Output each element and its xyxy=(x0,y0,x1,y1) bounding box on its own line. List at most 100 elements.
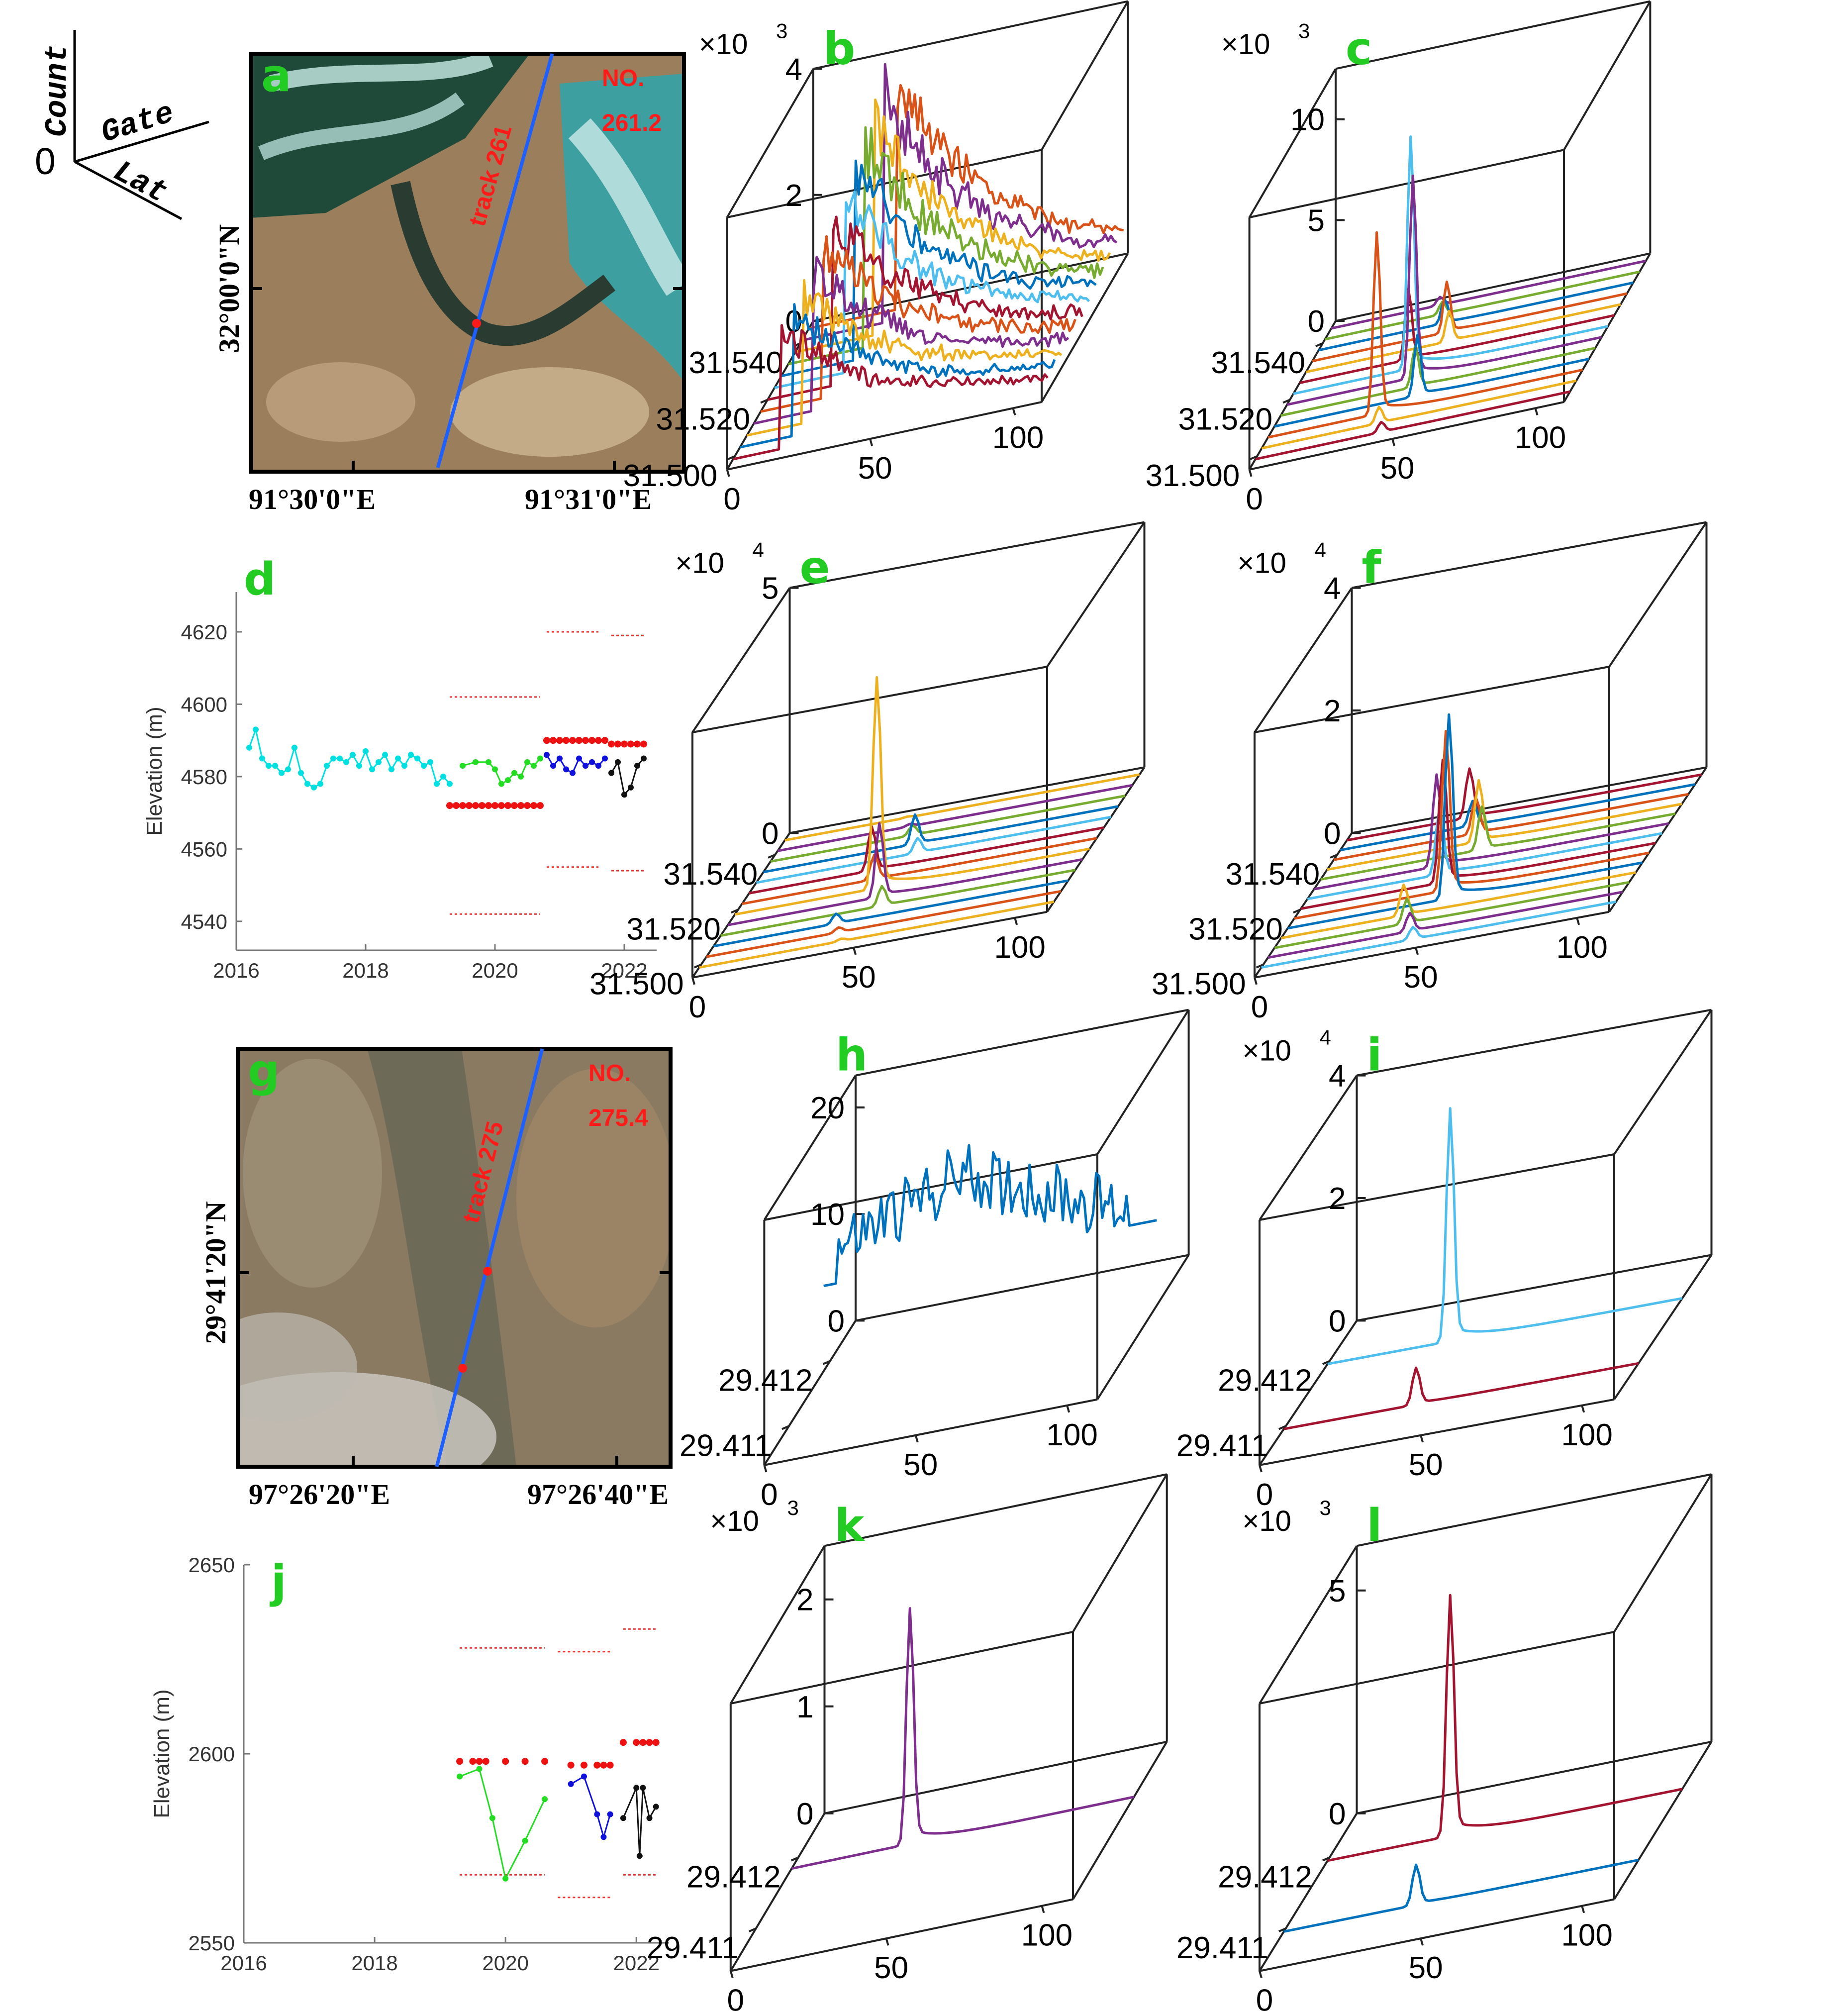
waveform-series xyxy=(1340,783,1695,852)
waveform-series xyxy=(1327,1107,1683,1365)
elevation-point xyxy=(556,737,563,744)
waveform-series xyxy=(1305,303,1621,374)
lat-tick-label: 29.412 xyxy=(718,1364,813,1398)
gate-tick-label: 100 xyxy=(1046,1418,1097,1452)
elevation-point xyxy=(652,1739,660,1746)
frame-top-right xyxy=(1608,521,1708,668)
gate-tick xyxy=(1014,917,1018,925)
axis-multiplier: ×10 xyxy=(676,547,724,580)
ridge xyxy=(516,1069,671,1327)
elevation-point xyxy=(563,737,570,744)
lat-label: 29°41'20"N xyxy=(199,1201,232,1344)
waveform-series xyxy=(706,890,1062,958)
elevation-point xyxy=(576,755,582,762)
elevation-point xyxy=(633,1739,640,1746)
waveform-series xyxy=(760,235,1076,413)
waveform-series xyxy=(763,805,1119,874)
elevation-point xyxy=(518,773,524,780)
lat-tick xyxy=(731,908,739,914)
z-tick-label: 20 xyxy=(810,1091,845,1125)
map-frame xyxy=(236,1047,673,1469)
frame-top-left xyxy=(763,1075,857,1221)
gate-tick-label: 0 xyxy=(761,1478,778,1512)
gate-tick-label: 50 xyxy=(903,1448,938,1482)
lat-axis xyxy=(74,160,183,220)
lat-tick-label: 29.411 xyxy=(680,1428,772,1463)
axis-multiplier: ×10 xyxy=(1221,28,1270,60)
elevation-series-line xyxy=(622,1787,657,1856)
waveform-series xyxy=(777,784,1133,852)
elevation-point xyxy=(324,763,330,769)
elevation-point xyxy=(522,1837,528,1844)
waveform-series xyxy=(1261,379,1577,450)
elevation-point xyxy=(634,740,641,748)
frame-top-right xyxy=(1613,1474,1713,1633)
frame-top-front xyxy=(692,666,1048,733)
gate-tick-label: 100 xyxy=(1021,1918,1072,1953)
z-tick-label: 1 xyxy=(796,1690,813,1724)
gate-tick-label: 100 xyxy=(992,420,1044,455)
elevation-point xyxy=(542,1796,548,1803)
y-axis-label: Elevation (m) xyxy=(150,1689,174,1818)
waveform-series xyxy=(1280,345,1596,417)
frame-top-right xyxy=(1072,1474,1168,1633)
elevation-point xyxy=(531,763,537,769)
panel-letter: k xyxy=(835,1500,866,1552)
elevation-point xyxy=(636,1853,643,1859)
elevation-point xyxy=(414,755,420,762)
frame-floor-right xyxy=(1072,1741,1168,1900)
lat-tick xyxy=(760,399,768,404)
frame-top-left xyxy=(730,1545,826,1705)
waveform-series xyxy=(781,159,1097,378)
track-number-value: 261.2 xyxy=(602,110,662,136)
waveform-series xyxy=(1293,135,1608,395)
elevation-point xyxy=(472,802,479,809)
waveform-series xyxy=(1274,881,1630,949)
waveform-series xyxy=(1286,175,1602,406)
z-tick-label: 2 xyxy=(1324,694,1341,728)
chart-panel-h: 0 10 20 29.412 29.411 0 50 100 h xyxy=(680,1008,1190,1512)
lat-tick xyxy=(1278,1425,1286,1430)
sand-patch xyxy=(266,362,415,442)
lat-tick-label: 31.540 xyxy=(664,857,758,892)
elevation-point xyxy=(279,770,285,776)
lat-tick xyxy=(1322,1856,1330,1862)
panel-letter: g xyxy=(248,1045,280,1097)
waveform-series xyxy=(1255,390,1570,461)
gate-tick-label: 50 xyxy=(1409,1448,1443,1482)
elevation-point xyxy=(421,763,427,769)
elevation-point xyxy=(266,763,272,769)
elevation-series-line xyxy=(546,754,606,774)
elevation-point xyxy=(600,1761,607,1769)
lat-tick-label: 31.500 xyxy=(1146,459,1240,493)
z-tick-label: 0 xyxy=(796,1797,813,1831)
lat-tick-label: 29.412 xyxy=(686,1860,781,1895)
panel-letter: l xyxy=(1367,1500,1382,1552)
gate-tick-label: 0 xyxy=(727,1984,744,2011)
lat-axis xyxy=(1254,832,1353,978)
waveform-series xyxy=(1331,259,1647,330)
panel-letter: f xyxy=(1362,542,1382,594)
waveform-series xyxy=(1327,779,1682,871)
lat-tick-label: 31.500 xyxy=(1152,967,1246,1002)
elevation-point xyxy=(272,763,278,769)
waveform-series xyxy=(1283,1858,1639,1933)
elevation-point xyxy=(569,737,576,744)
elevation-point xyxy=(568,1781,574,1787)
track-line xyxy=(435,1048,544,1467)
chart-panel-k: 0 1 2 29.412 29.411 0 50 100 ×10 3 k xyxy=(647,1473,1168,2011)
x-tick-label: 2020 xyxy=(482,1951,528,1975)
elevation-point xyxy=(369,766,375,773)
river-channel xyxy=(390,181,616,346)
x-tick-label: 2022 xyxy=(601,959,647,982)
elevation-point xyxy=(621,792,627,798)
elevation-point xyxy=(456,1758,464,1765)
track-point xyxy=(483,1267,492,1276)
z-tick-label: 4 xyxy=(1324,572,1341,606)
elevation-point xyxy=(330,755,336,762)
frame-top-right xyxy=(1046,521,1146,668)
axis-multiplier: ×10 xyxy=(710,1505,759,1537)
gate-tick-label: 50 xyxy=(1409,1951,1443,1985)
